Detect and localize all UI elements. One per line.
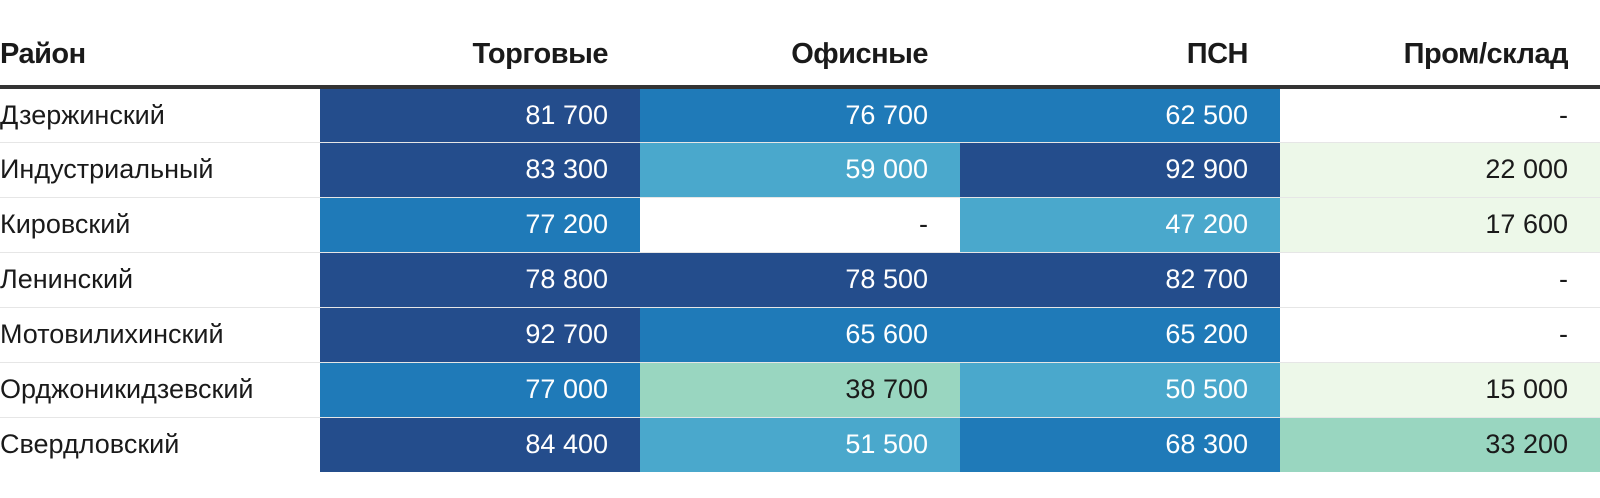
district-name-cell: Свердловский	[0, 417, 320, 472]
table-row: Свердловский 84 400 51 500 68 300 33 200	[0, 417, 1600, 472]
column-header-retail: Торговые	[320, 23, 640, 89]
table-row: Кировский 77 200-47 200 17 600	[0, 197, 1600, 253]
value-cell: 83 300	[320, 142, 640, 198]
value-cell: -	[1280, 87, 1600, 143]
value-cell: 33 200	[1280, 417, 1600, 472]
value-cell: 92 700	[320, 307, 640, 363]
value-cell: 17 600	[1280, 197, 1600, 253]
value-cell: -	[640, 197, 960, 253]
table-row: Индустриальный 83 300 59 000 92 900 22 000	[0, 142, 1600, 198]
value-cell: 84 400	[320, 417, 640, 472]
value-cell: 76 700	[640, 87, 960, 143]
table-row: Орджоникидзевский 77 000 38 700 50 500 15 00…	[0, 362, 1600, 418]
district-name-cell: Кировский	[0, 197, 320, 253]
district-name-cell: Мотовилихинский	[0, 307, 320, 363]
value-cell: 65 600	[640, 307, 960, 363]
value-cell: 51 500	[640, 417, 960, 472]
value-cell: 81 700	[320, 87, 640, 143]
value-cell: 78 800	[320, 252, 640, 308]
value-cell: 15 000	[1280, 362, 1600, 418]
value-cell: 62 500	[960, 87, 1280, 143]
value-cell: 92 900	[960, 142, 1280, 198]
district-name-cell: Ленинский	[0, 252, 320, 308]
value-cell: 65 200	[960, 307, 1280, 363]
column-header-industrial: Пром/склад	[1280, 23, 1600, 89]
column-header-office: Офисные	[640, 23, 960, 89]
district-name-cell: Дзержинский	[0, 87, 320, 143]
value-cell: 68 300	[960, 417, 1280, 472]
header-row: Район Торговые Офисные ПСН Пром/склад	[0, 23, 1600, 89]
table-row: Ленинский 78 800 78 500 82 700-	[0, 252, 1600, 308]
district-name-cell: Индустриальный	[0, 142, 320, 198]
column-header-psn: ПСН	[960, 23, 1280, 89]
value-cell: 78 500	[640, 252, 960, 308]
table-body: Дзержинский 81 700 76 700 62 500- Индустриал…	[0, 87, 1600, 472]
table-row: Дзержинский 81 700 76 700 62 500-	[0, 87, 1600, 143]
district-name-cell: Орджоникидзевский	[0, 362, 320, 418]
value-cell: -	[1280, 252, 1600, 308]
value-cell: 50 500	[960, 362, 1280, 418]
value-cell: -	[1280, 307, 1600, 363]
column-header-district: Район	[0, 23, 320, 89]
table-header: Район Торговые Офисные ПСН Пром/склад	[0, 23, 1600, 89]
value-cell: 38 700	[640, 362, 960, 418]
value-cell: 82 700	[960, 252, 1280, 308]
value-cell: 22 000	[1280, 142, 1600, 198]
price-heatmap-table: Район Торговые Офисные ПСН Пром/склад Дз…	[0, 23, 1600, 472]
value-cell: 59 000	[640, 142, 960, 198]
value-cell: 47 200	[960, 197, 1280, 253]
table-row: Мотовилихинский 92 700 65 600 65 200-	[0, 307, 1600, 363]
value-cell: 77 000	[320, 362, 640, 418]
value-cell: 77 200	[320, 197, 640, 253]
